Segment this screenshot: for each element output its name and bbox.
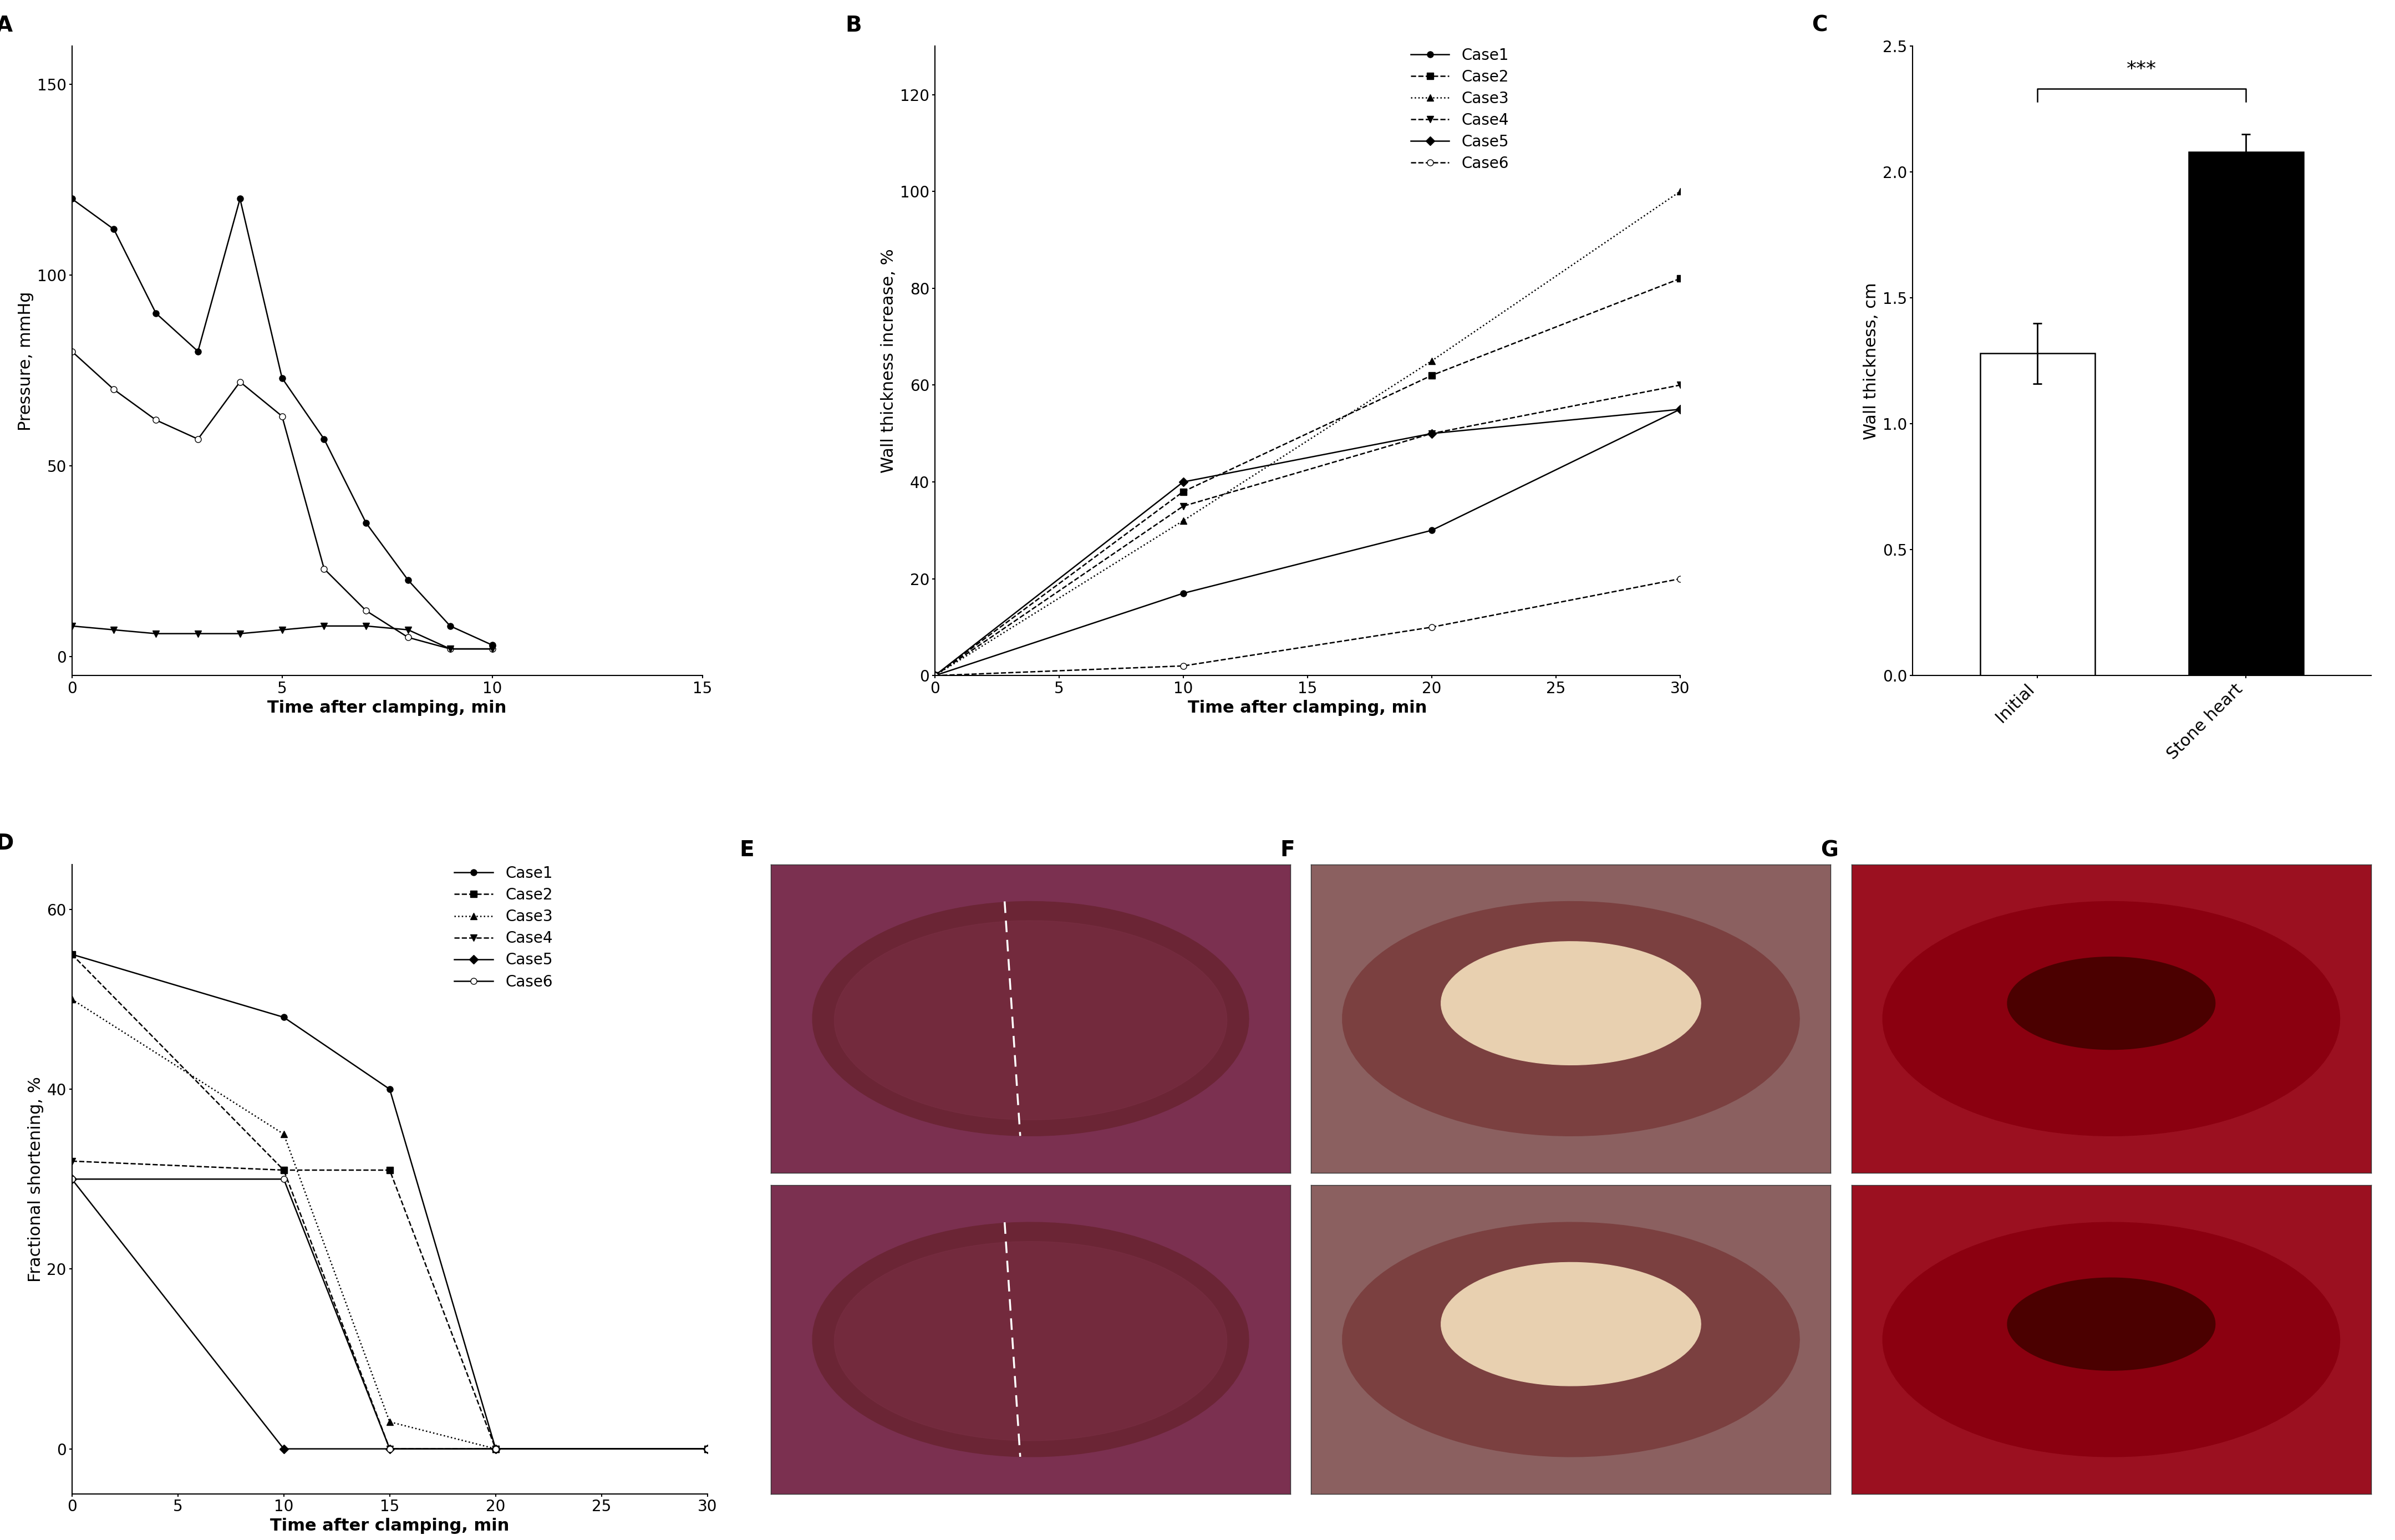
Line: Case3: Case3 <box>932 188 1684 679</box>
Polygon shape <box>2007 1278 2215 1371</box>
Case1 <box>268 1009 297 1027</box>
Case4 <box>376 1440 405 1458</box>
Y-axis label: Wall thickness increase, %: Wall thickness increase, % <box>881 248 896 473</box>
Case2 <box>268 1161 297 1180</box>
Line: Case4: Case4 <box>69 1158 711 1452</box>
Case5 <box>920 667 948 685</box>
Case3 <box>692 1440 721 1458</box>
Case5 <box>57 1170 86 1189</box>
Text: ***: *** <box>2127 60 2158 79</box>
Case2 <box>57 946 86 964</box>
Polygon shape <box>833 1241 1226 1441</box>
Polygon shape <box>2007 956 2215 1050</box>
Case4 <box>268 1161 297 1180</box>
Line: Case6: Case6 <box>932 576 1684 679</box>
Case3 <box>1665 182 1693 200</box>
Case5 <box>1665 400 1693 419</box>
Text: C: C <box>1811 15 1827 35</box>
Case5 <box>1418 425 1447 444</box>
Case3 <box>268 1124 297 1143</box>
Case2 <box>376 1161 405 1180</box>
Polygon shape <box>1442 1263 1700 1386</box>
Polygon shape <box>1344 901 1799 1137</box>
Case6 <box>268 1170 297 1189</box>
Case1 <box>376 1080 405 1098</box>
Case3 <box>920 667 948 685</box>
Y-axis label: Fractional shortening, %: Fractional shortening, % <box>29 1076 43 1281</box>
Legend: Case1, Case2, Case3, Case4, Case5, Case6: Case1, Case2, Case3, Case4, Case5, Case6 <box>448 859 558 996</box>
Line: Case6: Case6 <box>69 1177 711 1452</box>
X-axis label: Time after clamping, min: Time after clamping, min <box>1188 699 1427 716</box>
Text: A: A <box>0 15 12 35</box>
Case5 <box>268 1440 297 1458</box>
Case4 <box>920 667 948 685</box>
Case1 <box>1665 400 1693 419</box>
Legend: Case1, Case2, Case3, Case4, Case5, Case6: Case1, Case2, Case3, Case4, Case5, Case6 <box>1403 42 1516 177</box>
Y-axis label: Wall thickness, cm: Wall thickness, cm <box>1863 282 1880 439</box>
Case1 <box>692 1440 721 1458</box>
Polygon shape <box>1344 1223 1799 1457</box>
Text: E: E <box>740 839 754 861</box>
Y-axis label: Pressure, mmHg: Pressure, mmHg <box>17 291 34 431</box>
Case5 <box>1169 473 1198 491</box>
Line: Case5: Case5 <box>932 407 1684 679</box>
Case1 <box>920 667 948 685</box>
Case1 <box>1418 521 1447 539</box>
Case4 <box>1665 376 1693 394</box>
Text: B: B <box>845 15 862 35</box>
Case3 <box>376 1412 405 1431</box>
Line: Case2: Case2 <box>69 952 711 1452</box>
Case3 <box>1169 511 1198 530</box>
Line: Case4: Case4 <box>932 382 1684 679</box>
Case2 <box>481 1440 510 1458</box>
Text: D: D <box>0 833 14 855</box>
Case4 <box>481 1440 510 1458</box>
Case6 <box>920 667 948 685</box>
Case6 <box>692 1440 721 1458</box>
Case1 <box>57 946 86 964</box>
Line: Case1: Case1 <box>69 952 711 1452</box>
Case4 <box>692 1440 721 1458</box>
Case6 <box>1418 618 1447 636</box>
Polygon shape <box>812 901 1248 1137</box>
Line: Case2: Case2 <box>932 276 1684 679</box>
Case2 <box>1418 367 1447 385</box>
Polygon shape <box>812 1223 1248 1457</box>
Case2 <box>1169 482 1198 500</box>
Polygon shape <box>1882 1223 2340 1457</box>
Line: Case3: Case3 <box>69 996 711 1452</box>
Case6 <box>376 1440 405 1458</box>
Case2 <box>1665 269 1693 288</box>
Bar <box>1981 353 2096 676</box>
Case5 <box>481 1440 510 1458</box>
Line: Case5: Case5 <box>69 1177 711 1452</box>
Line: Case1: Case1 <box>932 407 1684 679</box>
Case2 <box>920 667 948 685</box>
Case5 <box>692 1440 721 1458</box>
Case2 <box>692 1440 721 1458</box>
Case4 <box>1418 425 1447 444</box>
Case4 <box>57 1152 86 1170</box>
Polygon shape <box>833 921 1226 1120</box>
X-axis label: Time after clamping, min: Time after clamping, min <box>268 699 508 716</box>
Case3 <box>481 1440 510 1458</box>
Case1 <box>481 1440 510 1458</box>
Case6 <box>57 1170 86 1189</box>
Case3 <box>57 990 86 1009</box>
X-axis label: Time after clamping, min: Time after clamping, min <box>271 1518 510 1534</box>
Text: F: F <box>1279 839 1296 861</box>
Case1 <box>1169 584 1198 602</box>
Case3 <box>1418 351 1447 370</box>
Case5 <box>376 1440 405 1458</box>
Case6 <box>1169 656 1198 675</box>
Polygon shape <box>1442 941 1700 1066</box>
Bar <box>2189 152 2304 676</box>
Case6 <box>1665 570 1693 588</box>
Polygon shape <box>1882 901 2340 1137</box>
Text: G: G <box>1820 839 1837 861</box>
Case4 <box>1169 497 1198 516</box>
Case6 <box>481 1440 510 1458</box>
